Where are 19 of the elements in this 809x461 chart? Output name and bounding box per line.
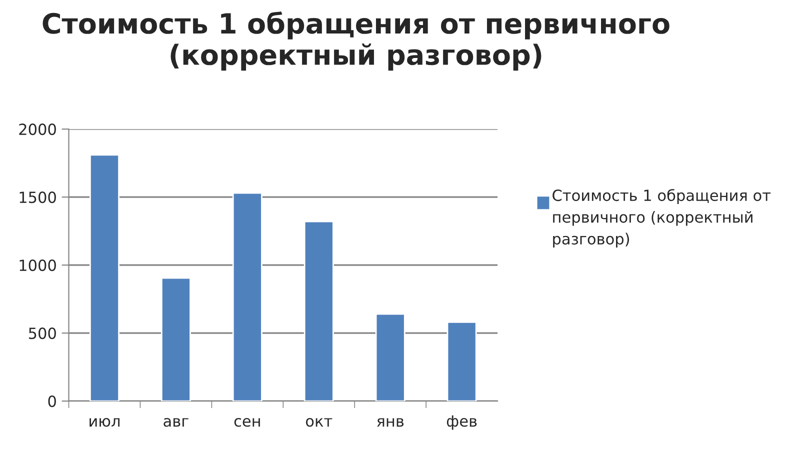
y-tick-label: 2000 (19, 124, 56, 136)
bar (446, 322, 477, 402)
y-tick-label: 500 (28, 328, 56, 340)
x-tick-label: янв (377, 418, 404, 427)
chart-title: Стоимость 1 обращения от первичного (корректный разговор) (42, 12, 670, 71)
x-tick-label: сен (234, 418, 260, 427)
y-tick-label: 1000 (20, 260, 56, 272)
x-tick-label: авг (164, 418, 188, 427)
bar (304, 220, 334, 402)
x-tick-label: фев (446, 415, 477, 430)
legend-label: Стоимость 1 обращения от первичного (корректный разговор) (552, 189, 771, 248)
x-tick-label: окт (306, 418, 332, 427)
y-tick-label: 0 (48, 396, 56, 408)
bar (375, 313, 406, 402)
y-tick-label: 1500 (20, 192, 56, 204)
bar (232, 192, 262, 402)
bar (160, 277, 191, 402)
bar (90, 154, 120, 402)
x-tick-label: июл (90, 418, 120, 427)
